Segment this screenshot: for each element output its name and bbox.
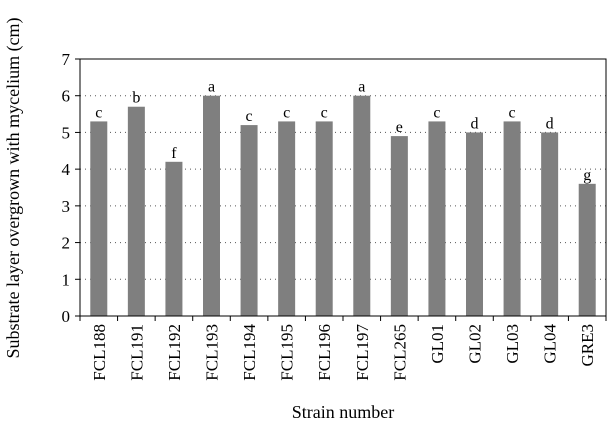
bar-value-label: f: [171, 145, 177, 162]
bar-GL04: [541, 132, 559, 316]
x-tick-label: GL03: [503, 324, 522, 364]
bar-FCL194: [240, 125, 258, 316]
bar-value-label: g: [583, 167, 591, 184]
y-tick-label: 1: [62, 270, 71, 289]
bar-value-label: c: [283, 104, 290, 121]
y-tick-label: 4: [62, 160, 71, 179]
bar-value-label: c: [95, 104, 102, 121]
y-axis-title: Substrate layer overgrown with mycelium …: [3, 17, 24, 358]
y-tick-label: 0: [62, 307, 71, 326]
bar-value-label: c: [321, 104, 328, 121]
y-tick-label: 5: [62, 123, 71, 142]
bar-FCL197: [353, 95, 371, 316]
bar-GL02: [466, 132, 483, 316]
bar-FCL193: [203, 95, 220, 316]
bar-value-label: e: [396, 119, 403, 136]
bar-value-label: d: [546, 115, 554, 132]
x-tick-label: FCL192: [165, 324, 184, 381]
x-tick-label: GL01: [428, 324, 447, 364]
x-tick-label: FCL191: [127, 324, 146, 381]
y-axis: 0 1 2 3 4 5 6 7: [62, 50, 80, 326]
y-tick-label: 7: [62, 50, 71, 69]
x-tick-label: FCL197: [353, 324, 372, 381]
bar-value-label: c: [433, 104, 440, 121]
plot-frame: [79, 58, 607, 317]
x-axis: FCL188 FCL191 FCL192 FCL193 FCL194 FCL195 FCL1…: [79, 316, 607, 381]
bar-FCL188: [90, 121, 108, 317]
y-tick-label: 2: [62, 234, 71, 253]
x-tick-label: GRE3: [578, 324, 597, 367]
x-axis-title: Strain number: [292, 402, 394, 422]
gridlines: [80, 95, 606, 280]
y-tick-label: 3: [62, 197, 71, 216]
significance-labels: c b f a c c c a e c d c d g: [95, 79, 591, 184]
bar-GRE3: [578, 183, 596, 316]
x-tick-label: FCL194: [240, 324, 259, 381]
bar-FCL196: [315, 121, 333, 317]
bar-value-label: c: [246, 108, 253, 125]
bar-GL03: [503, 121, 521, 317]
bar-value-label: d: [471, 115, 479, 132]
bar-GL01: [428, 121, 446, 317]
bar-value-label: b: [132, 90, 140, 107]
bar-FCL265: [390, 136, 408, 316]
x-tick-label: GL04: [541, 324, 560, 364]
bar-FCL191: [127, 106, 145, 316]
x-tick-label: FCL195: [278, 324, 297, 381]
x-tick-label: FCL196: [315, 324, 334, 381]
bar-value-label: a: [208, 79, 215, 96]
plot-border: [79, 58, 607, 317]
bar-value-label: c: [509, 104, 516, 121]
x-tick-label: FCL193: [203, 324, 222, 381]
bar-FCL195: [278, 121, 296, 317]
bar-value-label: a: [358, 79, 365, 96]
x-tick-label: FCL188: [90, 324, 109, 381]
x-tick-label: FCL265: [390, 324, 409, 381]
bar-FCL192: [165, 161, 183, 316]
y-tick-label: 6: [62, 87, 71, 106]
bars: [90, 95, 596, 317]
x-tick-label: GL02: [466, 324, 485, 364]
